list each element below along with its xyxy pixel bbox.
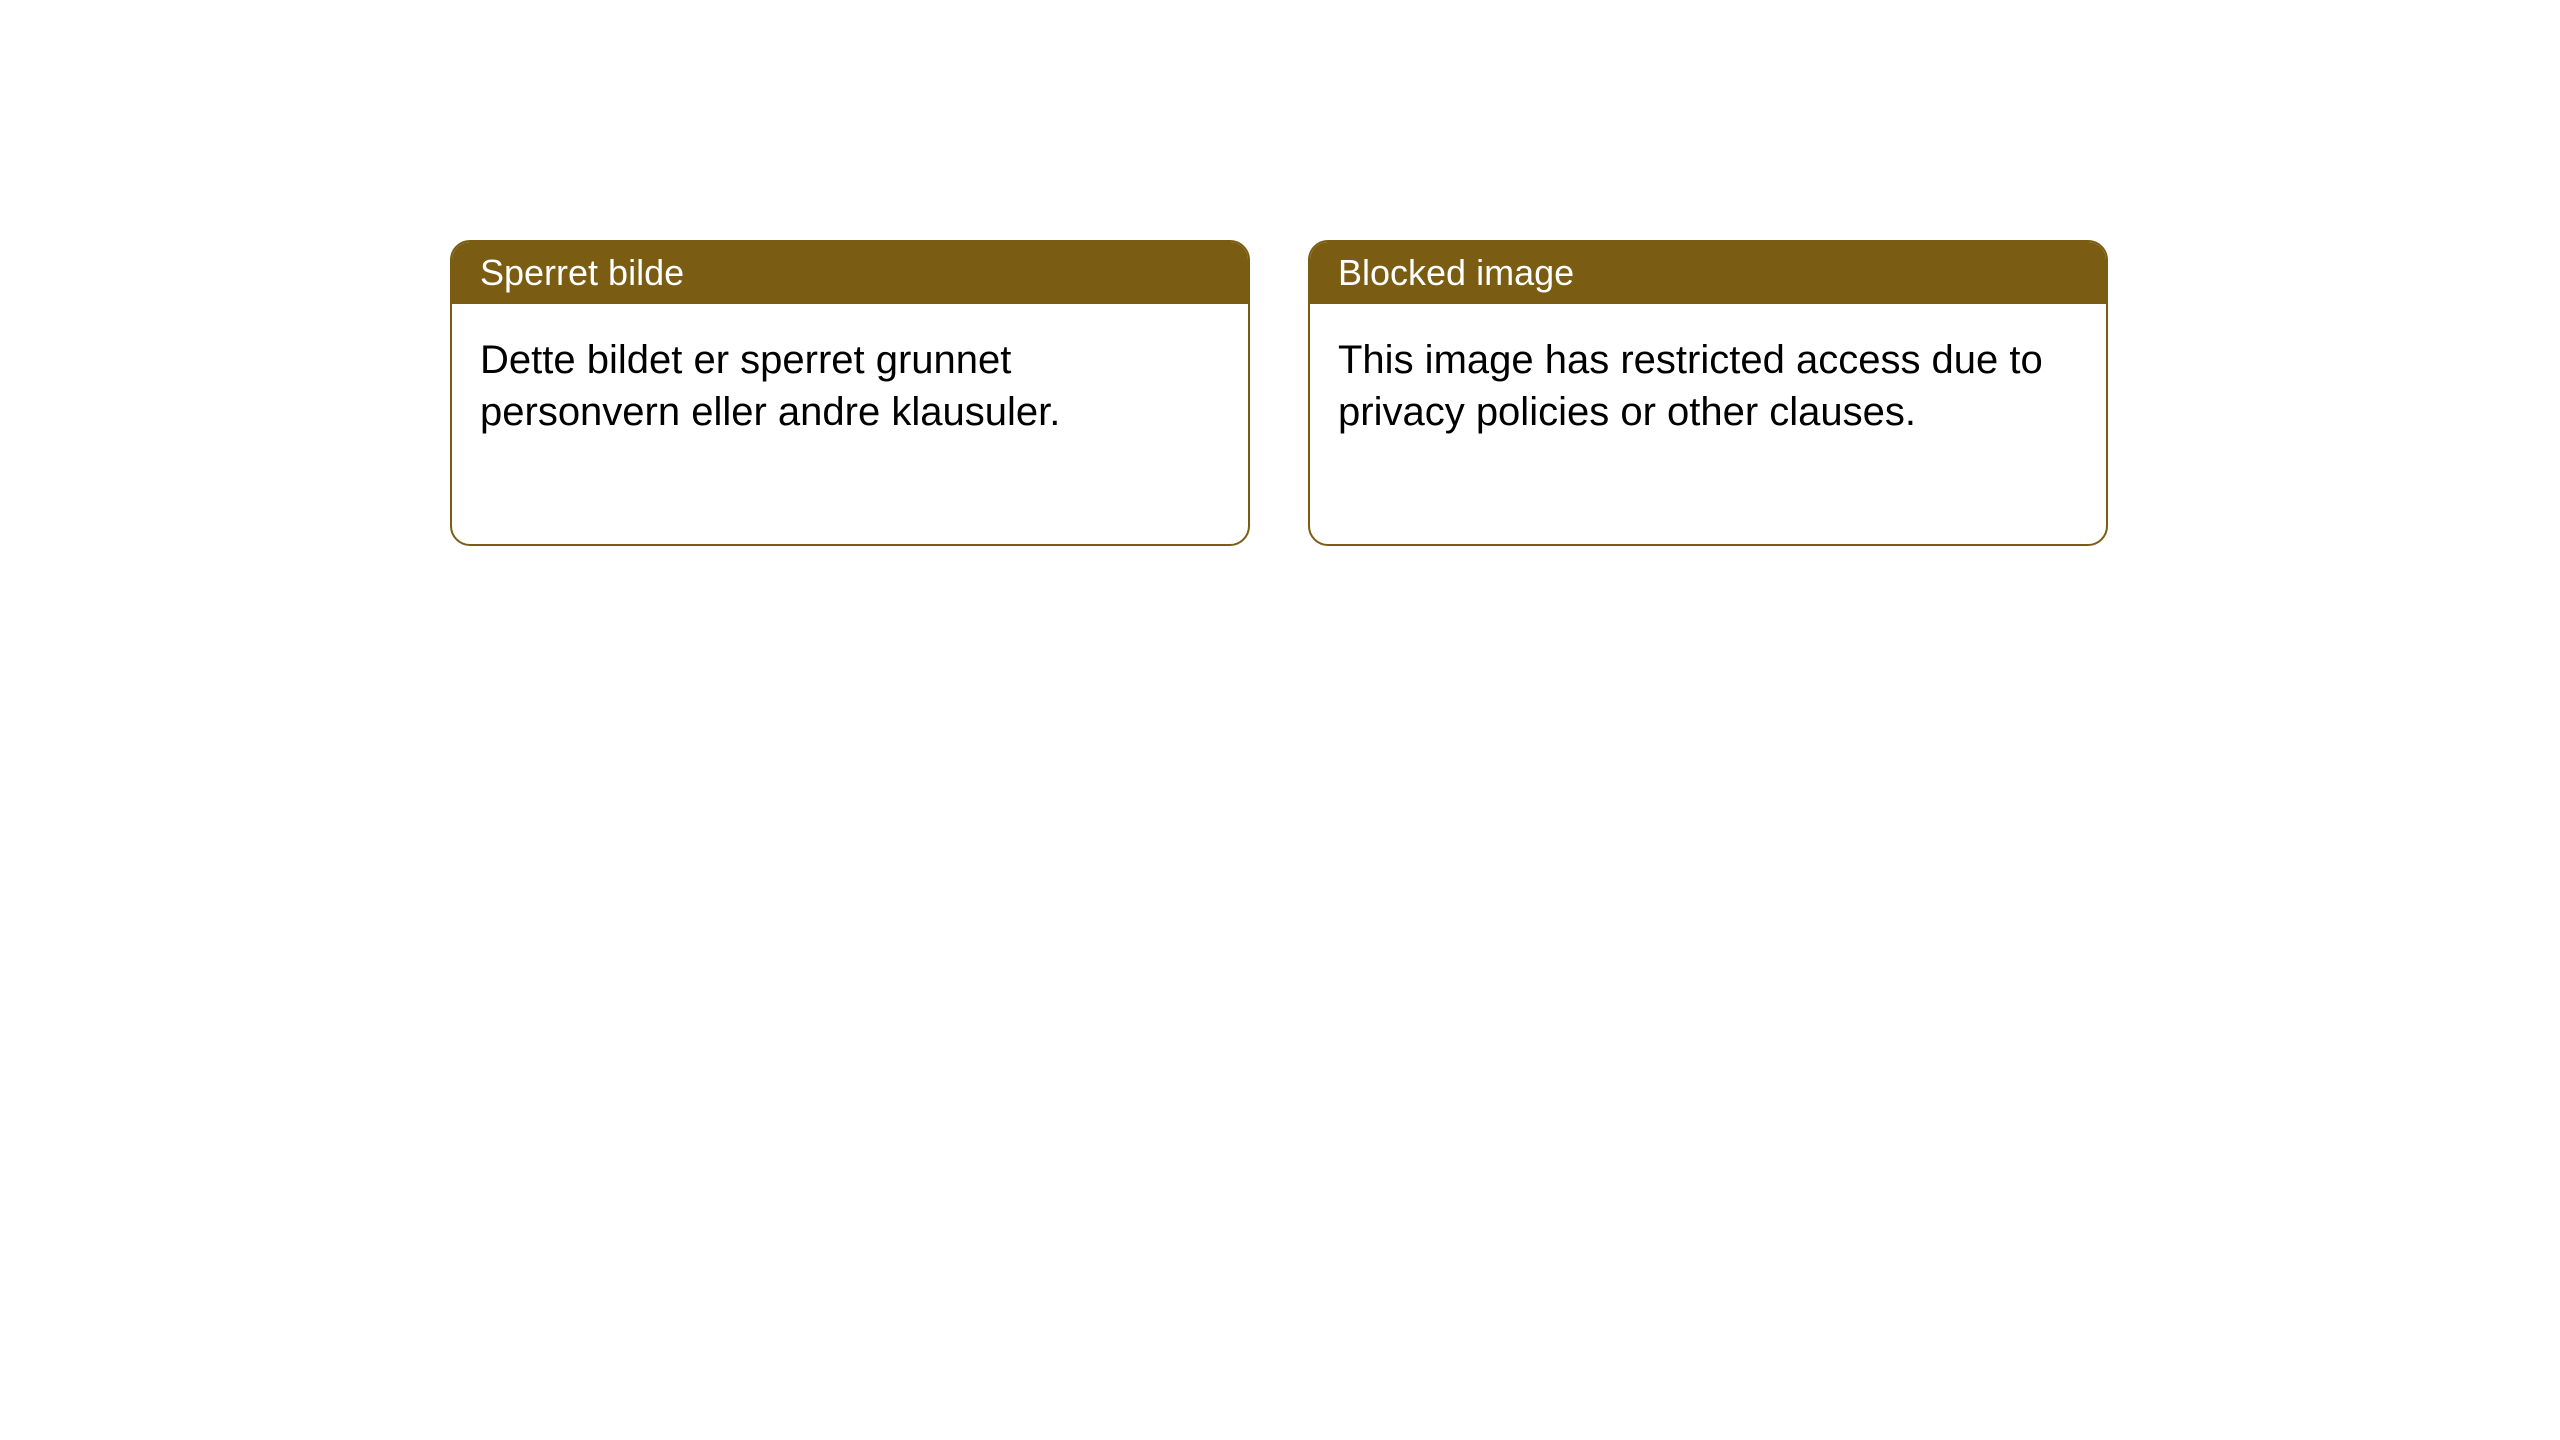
notice-card-english: Blocked image This image has restricted … — [1308, 240, 2108, 546]
card-header: Sperret bilde — [452, 242, 1248, 304]
card-body: Dette bildet er sperret grunnet personve… — [452, 304, 1248, 544]
notice-card-norwegian: Sperret bilde Dette bildet er sperret gr… — [450, 240, 1250, 546]
card-body-text: This image has restricted access due to … — [1338, 338, 2043, 434]
card-header: Blocked image — [1310, 242, 2106, 304]
card-title: Sperret bilde — [480, 252, 684, 293]
notice-cards-container: Sperret bilde Dette bildet er sperret gr… — [450, 240, 2108, 546]
card-body-text: Dette bildet er sperret grunnet personve… — [480, 338, 1060, 434]
card-body: This image has restricted access due to … — [1310, 304, 2106, 544]
card-title: Blocked image — [1338, 252, 1574, 293]
